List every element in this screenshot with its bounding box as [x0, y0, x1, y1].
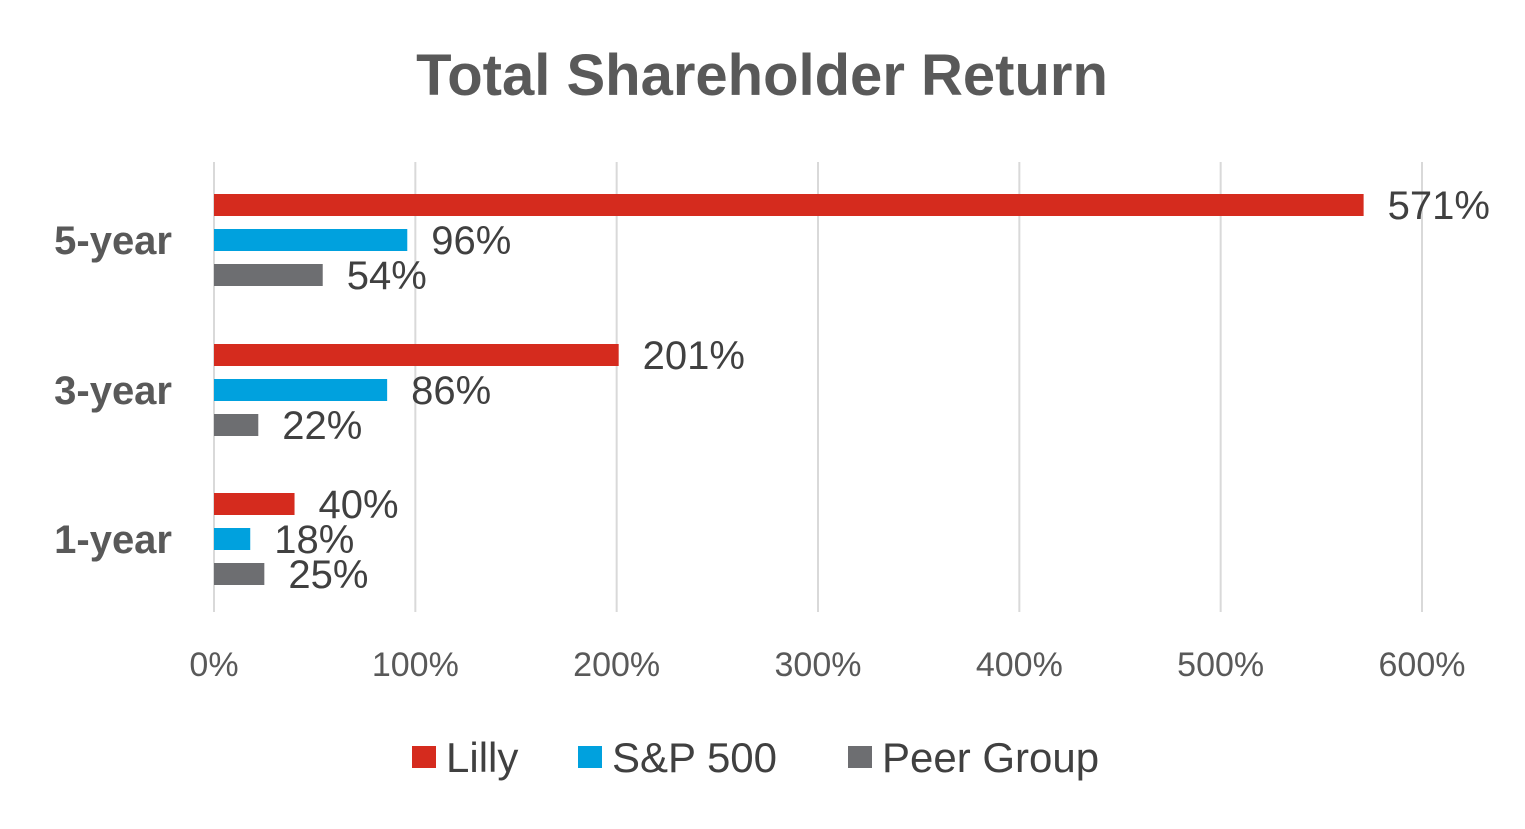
bars [214, 194, 1364, 585]
gridlines [213, 162, 1423, 612]
x-tick-label: 300% [775, 646, 862, 684]
x-tick-labels: 0% 100% 200% 300% 400% 500% 600% [189, 646, 1465, 684]
bar-s-p-500 [214, 229, 408, 251]
x-tick-label: 200% [573, 646, 660, 684]
data-label: 571% [1388, 184, 1490, 228]
legend-swatch [578, 746, 602, 768]
data-label: 22% [282, 404, 362, 448]
x-tick-label: 600% [1379, 646, 1466, 684]
data-label: 54% [347, 254, 427, 298]
legend-label: S&P 500 [612, 734, 777, 781]
x-tick-label: 400% [976, 646, 1063, 684]
category-label: 1-year [54, 518, 172, 562]
category-label: 5-year [54, 219, 172, 263]
bar-s-p-500 [214, 379, 388, 401]
legend: Lilly S&P 500 Peer Group [412, 734, 1099, 781]
x-tick-label: 0% [189, 646, 238, 684]
bar-peer-group [214, 264, 323, 286]
data-label: 201% [643, 334, 745, 378]
bar-lilly [214, 493, 295, 515]
category-labels: 5-year 3-year 1-year [54, 219, 172, 562]
legend-label: Lilly [446, 734, 518, 781]
bar-lilly [214, 344, 619, 366]
bar-peer-group [214, 563, 265, 585]
legend-swatch [412, 746, 436, 768]
x-tick-label: 100% [372, 646, 459, 684]
legend-swatch [848, 746, 872, 768]
category-label: 3-year [54, 369, 172, 413]
bar-s-p-500 [214, 528, 251, 550]
bar-peer-group [214, 414, 259, 436]
data-labels: 571% 96%54% 201% 86% 22% 40%18%25% [274, 184, 1490, 597]
data-label: 40% [319, 483, 399, 527]
bar-lilly [214, 194, 1364, 216]
data-label: 18% [274, 518, 354, 562]
legend-label: Peer Group [882, 734, 1099, 781]
chart-title: Total Shareholder Return [416, 43, 1108, 108]
data-label: 25% [288, 553, 368, 597]
x-tick-label: 500% [1177, 646, 1264, 684]
data-label: 96% [431, 219, 511, 263]
data-label: 86% [411, 369, 491, 413]
